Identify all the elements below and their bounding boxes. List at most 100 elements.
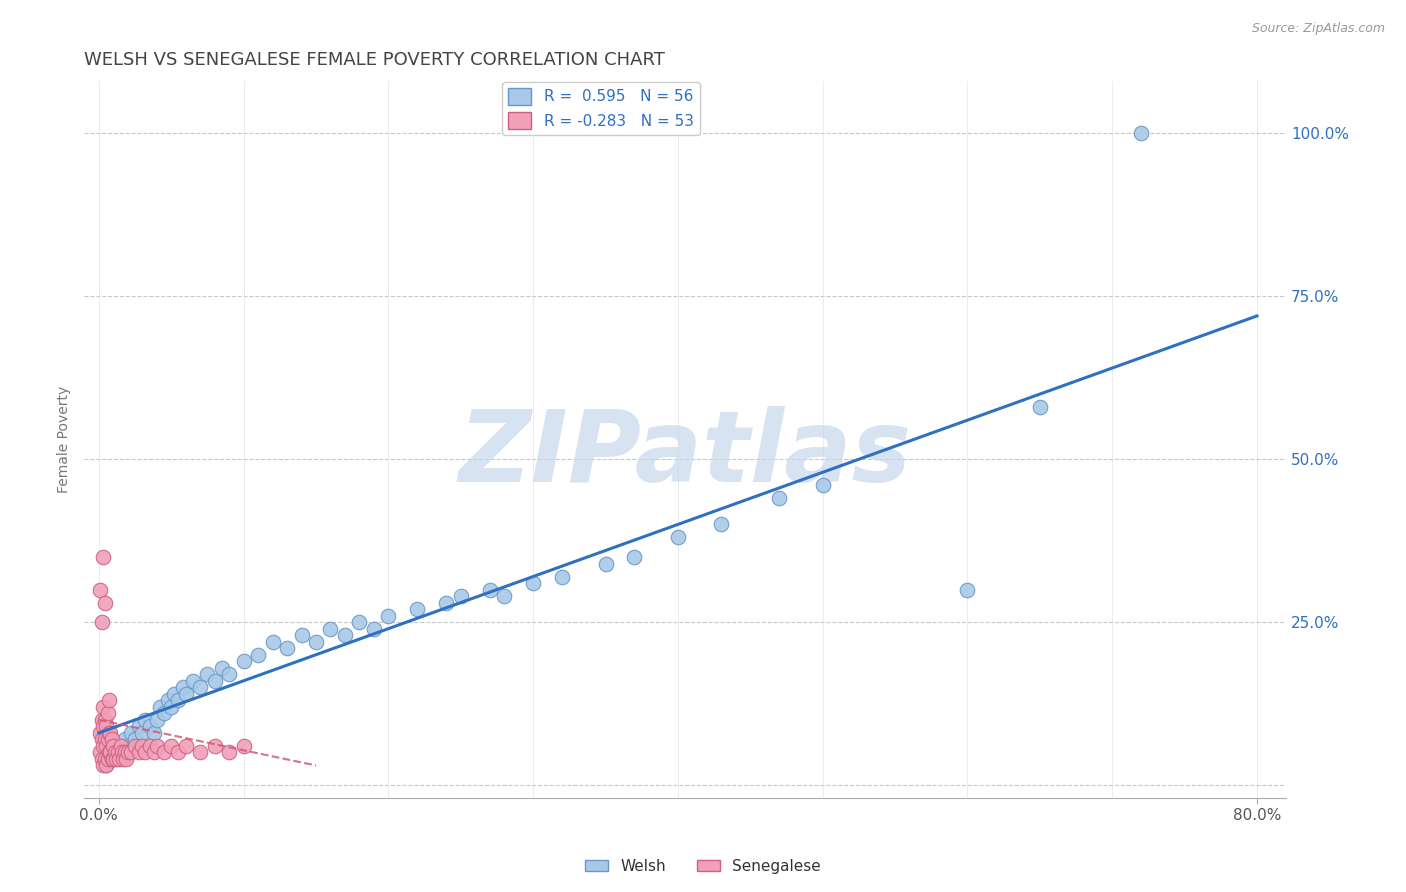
Point xyxy=(112,752,135,766)
Point xyxy=(94,758,117,772)
Point xyxy=(91,549,114,564)
Point xyxy=(120,726,142,740)
Point xyxy=(142,726,165,740)
Point xyxy=(115,752,138,766)
Point xyxy=(623,549,645,564)
Point xyxy=(103,739,125,753)
Point xyxy=(768,491,790,506)
Point xyxy=(710,517,733,532)
Point xyxy=(174,687,197,701)
Point xyxy=(103,752,125,766)
Point xyxy=(110,746,132,760)
Point xyxy=(110,739,132,753)
Point xyxy=(104,746,127,760)
Point xyxy=(98,693,121,707)
Point xyxy=(145,713,167,727)
Point xyxy=(290,628,312,642)
Point xyxy=(91,739,114,753)
Point xyxy=(247,648,270,662)
Point xyxy=(124,732,146,747)
Point xyxy=(96,732,118,747)
Point xyxy=(128,746,150,760)
Point xyxy=(98,726,121,740)
Point xyxy=(494,589,516,603)
Point xyxy=(93,713,115,727)
Point xyxy=(128,719,150,733)
Point xyxy=(333,628,356,642)
Point xyxy=(172,681,194,695)
Point xyxy=(134,713,156,727)
Point xyxy=(188,681,211,695)
Point xyxy=(94,719,117,733)
Point xyxy=(188,746,211,760)
Point xyxy=(145,739,167,753)
Point xyxy=(204,673,226,688)
Point xyxy=(956,582,979,597)
Point xyxy=(93,732,115,747)
Legend: R =  0.595   N = 56, R = -0.283   N = 53: R = 0.595 N = 56, R = -0.283 N = 53 xyxy=(502,82,700,135)
Point xyxy=(90,713,112,727)
Point xyxy=(105,752,128,766)
Point xyxy=(1130,127,1153,141)
Point xyxy=(124,739,146,753)
Point xyxy=(131,726,153,740)
Point xyxy=(157,693,180,707)
Point xyxy=(211,661,233,675)
Point xyxy=(91,719,114,733)
Point xyxy=(232,654,254,668)
Point xyxy=(666,531,689,545)
Point xyxy=(197,667,219,681)
Text: Source: ZipAtlas.com: Source: ZipAtlas.com xyxy=(1251,22,1385,36)
Point xyxy=(167,693,190,707)
Point xyxy=(91,758,114,772)
Point xyxy=(89,746,111,760)
Point xyxy=(522,576,544,591)
Point xyxy=(117,746,139,760)
Point xyxy=(93,752,115,766)
Point xyxy=(90,732,112,747)
Point xyxy=(98,746,121,760)
Point xyxy=(595,557,617,571)
Point xyxy=(262,634,284,648)
Point xyxy=(204,739,226,753)
Point xyxy=(218,746,240,760)
Point xyxy=(138,719,160,733)
Point xyxy=(319,622,342,636)
Point xyxy=(363,622,385,636)
Point xyxy=(100,746,122,760)
Point xyxy=(163,687,186,701)
Point xyxy=(89,582,111,597)
Point xyxy=(100,726,122,740)
Text: ZIPatlas: ZIPatlas xyxy=(458,406,911,502)
Point xyxy=(105,739,128,753)
Point xyxy=(100,746,122,760)
Point xyxy=(107,746,129,760)
Point xyxy=(174,739,197,753)
Point xyxy=(101,752,124,766)
Legend: Welsh, Senegalese: Welsh, Senegalese xyxy=(579,853,827,880)
Point xyxy=(167,746,190,760)
Point xyxy=(138,739,160,753)
Point xyxy=(101,732,124,747)
Point xyxy=(232,739,254,753)
Point xyxy=(153,706,176,721)
Point xyxy=(142,746,165,760)
Point xyxy=(114,746,136,760)
Point xyxy=(120,746,142,760)
Point xyxy=(134,746,156,760)
Point xyxy=(93,596,115,610)
Point xyxy=(90,752,112,766)
Point xyxy=(160,739,183,753)
Point xyxy=(160,699,183,714)
Point xyxy=(131,739,153,753)
Point xyxy=(305,634,328,648)
Point xyxy=(149,699,172,714)
Point xyxy=(218,667,240,681)
Point xyxy=(1029,400,1052,414)
Point xyxy=(377,608,399,623)
Point xyxy=(153,746,176,760)
Point xyxy=(114,732,136,747)
Point xyxy=(94,739,117,753)
Point xyxy=(90,615,112,629)
Point xyxy=(91,699,114,714)
